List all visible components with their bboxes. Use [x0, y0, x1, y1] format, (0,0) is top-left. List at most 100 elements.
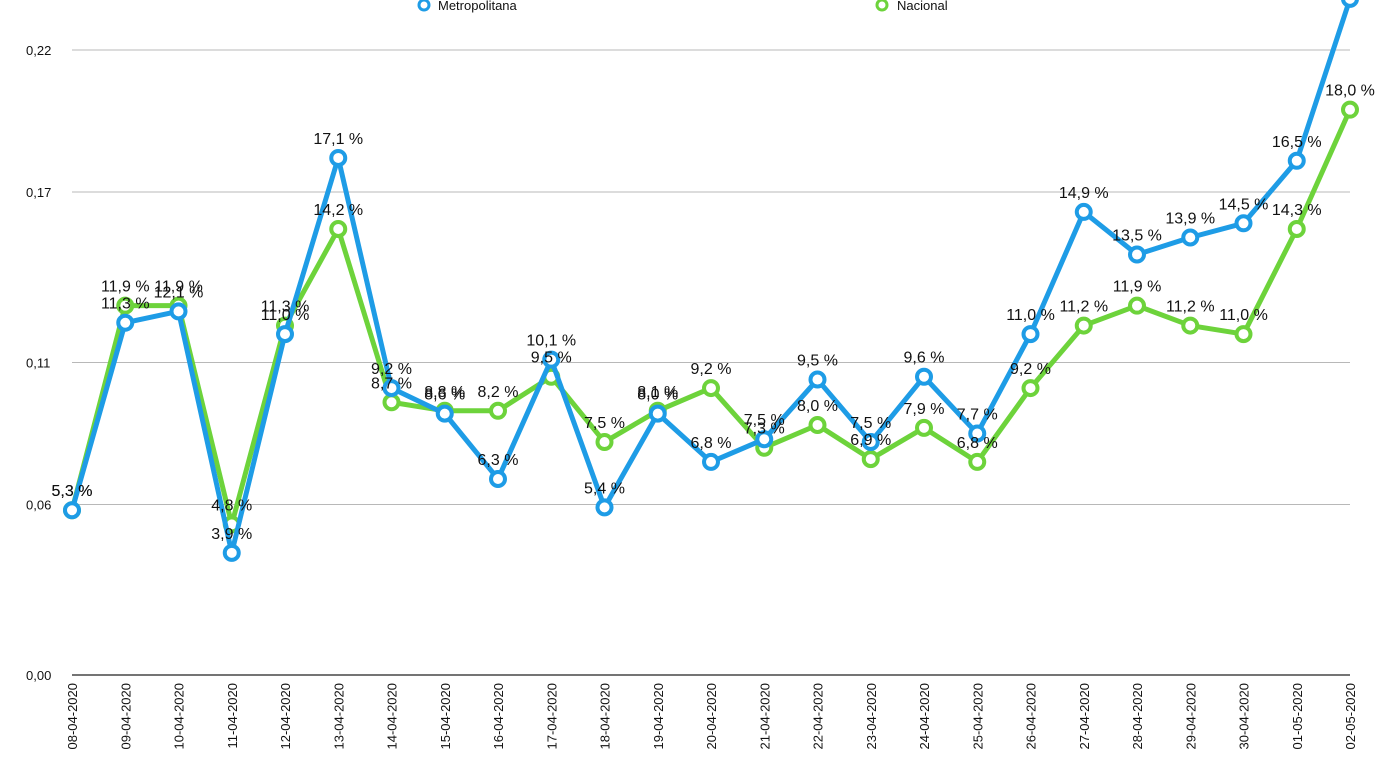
data-label-nacional: 11,2 %: [1059, 299, 1108, 316]
data-label-metropolitana: 17,1 %: [313, 131, 363, 148]
data-label-metropolitana: 9,2 %: [371, 361, 412, 378]
x-tick-label: 25-04-2020: [970, 683, 985, 750]
x-tick-label: 08-04-2020: [65, 683, 80, 750]
x-tick-label: 19-04-2020: [651, 683, 666, 750]
data-label-metropolitana: 7,5 %: [850, 415, 891, 432]
data-label-nacional: 11,0 %: [1219, 307, 1268, 324]
x-tick-label: 17-04-2020: [544, 683, 559, 750]
legend-item-nacional: Nacional: [875, 0, 948, 13]
data-label-nacional: 9,2 %: [1010, 361, 1051, 378]
x-tick-label: 09-04-2020: [118, 683, 133, 750]
data-point-metropolitana: [1234, 214, 1253, 233]
data-labels: 5,3 % 11,3 % 12,1 % 3,9 % 11,0 % 17,1 % 9,2 % 8…: [52, 83, 1375, 543]
x-tick-label: 02-05-2020: [1343, 683, 1358, 750]
data-point-metropolitana: [116, 313, 135, 332]
data-point-metropolitana: [169, 302, 188, 321]
y-tick-label: 0,11: [26, 356, 50, 371]
series-metropolitana: [63, 0, 1359, 562]
x-tick-label: 11-04-2020: [225, 683, 240, 749]
data-point-metropolitana: [595, 498, 614, 517]
y-tick-label: 0,00: [26, 668, 51, 683]
data-point-metropolitana: [276, 325, 294, 344]
data-label-nacional: 11,9 %: [101, 279, 150, 296]
x-tick-label: 28-04-2020: [1130, 683, 1145, 750]
data-label-nacional: 8,8 %: [424, 384, 465, 401]
x-tick-label: 21-04-2020: [757, 683, 772, 750]
data-point-metropolitana: [968, 424, 987, 443]
x-tick-label: 16-04-2020: [491, 683, 506, 750]
x-tick-label: 29-04-2020: [1183, 683, 1198, 750]
legend-label-nacional: Nacional: [897, 0, 948, 13]
x-tick-label: 26-04-2020: [1024, 683, 1039, 750]
data-label-nacional: 8,0 %: [797, 398, 838, 415]
legend-marker-nacional: [875, 0, 889, 12]
data-label-nacional: 11,9 %: [1113, 279, 1162, 296]
legend: Metropolitana Nacional: [417, 0, 948, 13]
data-label-nacional: 7,3 %: [744, 421, 785, 438]
x-tick-label: 14-04-2020: [385, 683, 400, 750]
data-point-nacional: [329, 219, 348, 238]
data-point-nacional: [915, 418, 933, 437]
data-label-metropolitana: 9,5 %: [797, 353, 838, 370]
data-label-metropolitana: 14,9 %: [1059, 185, 1109, 202]
data-point-nacional: [595, 433, 614, 452]
x-tick-label: 18-04-2020: [598, 683, 613, 750]
data-point-nacional: [489, 401, 507, 420]
legend-marker-metropolitana: [417, 0, 431, 12]
series-group: [63, 0, 1359, 562]
data-label-metropolitana: 10,1 %: [526, 333, 576, 350]
y-tick-label: 0,06: [26, 498, 51, 513]
data-point-nacional: [116, 296, 135, 315]
gridlines: [72, 49, 1350, 676]
data-point-nacional: [702, 379, 720, 398]
data-label-metropolitana: 11,0 %: [1006, 307, 1055, 324]
data-label-nacional: 7,5 %: [584, 415, 625, 432]
x-tick-label: 24-04-2020: [917, 683, 932, 750]
data-label-nacional: 4,8 %: [211, 497, 252, 514]
data-point-metropolitana: [755, 430, 774, 449]
data-label-metropolitana: 11,0 %: [261, 307, 310, 324]
data-point-nacional: [1234, 325, 1253, 344]
x-tick-label: 15-04-2020: [438, 683, 453, 750]
data-label-metropolitana: 13,5 %: [1112, 228, 1162, 245]
data-label-nacional: 11,3 %: [261, 299, 310, 316]
data-label-nacional: 6,8 %: [957, 435, 998, 452]
data-label-metropolitana: 14,5 %: [1219, 196, 1269, 213]
data-point-nacional: [808, 416, 827, 434]
data-label-metropolitana: 8,0 %: [637, 387, 678, 404]
data-point-nacional: [861, 450, 880, 469]
data-label-metropolitana: 6,8 %: [691, 435, 732, 452]
data-point-metropolitana: [329, 148, 348, 167]
x-tick-label: 12-04-2020: [278, 683, 293, 750]
data-label-metropolitana: 5,4 %: [584, 480, 625, 497]
data-label-nacional: 18,0 %: [1325, 83, 1375, 100]
x-tick-label: 23-04-2020: [864, 683, 879, 750]
data-label-nacional: 7,9 %: [904, 401, 945, 418]
data-point-metropolitana: [1074, 202, 1093, 221]
data-label-metropolitana: 8,6 %: [424, 387, 465, 404]
data-label-metropolitana: 12,1 %: [154, 284, 204, 301]
data-point-nacional: [968, 452, 987, 471]
data-label-metropolitana: 5,3 %: [52, 483, 93, 500]
data-point-nacional: [1181, 316, 1200, 335]
data-point-metropolitana: [63, 501, 81, 520]
data-point-metropolitana: [542, 350, 561, 369]
data-label-metropolitana: 7,7 %: [957, 407, 998, 424]
data-point-metropolitana: [702, 452, 720, 471]
y-tick-label: 0,22: [26, 43, 51, 58]
data-label-metropolitana: 13,9 %: [1165, 211, 1215, 228]
legend-label-metropolitana: Metropolitana: [438, 0, 518, 13]
data-label-nacional: 5,3 %: [52, 483, 93, 500]
data-point-metropolitana: [222, 543, 241, 562]
legend-item-metropolitana: Metropolitana: [417, 0, 518, 13]
data-label-nacional: 14,3 %: [1272, 202, 1322, 219]
x-tick-label: 13-04-2020: [331, 683, 346, 750]
x-tick-label: 01-05-2020: [1290, 683, 1305, 750]
data-label-nacional: 8,2 %: [478, 384, 519, 401]
data-point-metropolitana: [861, 433, 880, 452]
data-label-metropolitana: 3,9 %: [211, 526, 252, 543]
data-label-metropolitana: 9,6 %: [904, 350, 945, 367]
data-point-nacional: [1128, 296, 1146, 315]
data-label-nacional: 9,5 %: [531, 350, 572, 367]
